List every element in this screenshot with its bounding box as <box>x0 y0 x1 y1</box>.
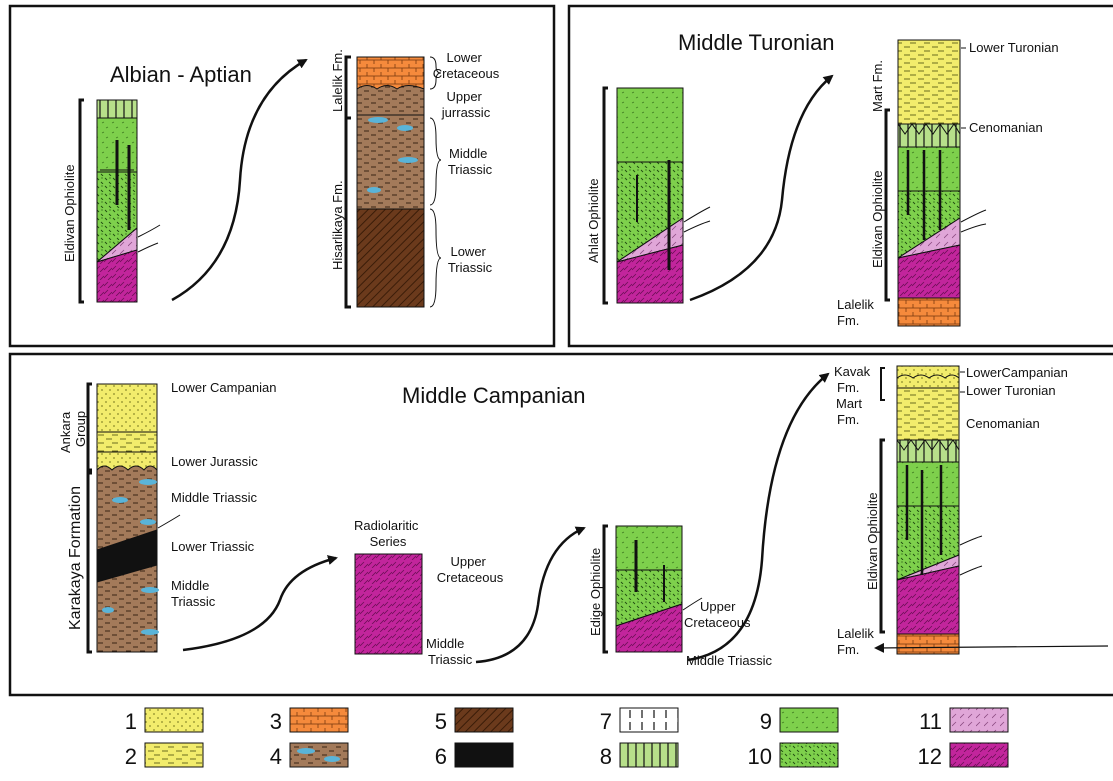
campanian-arrow-2 <box>476 528 584 662</box>
campanian-col3-side: Edige Ophiolite <box>588 548 603 636</box>
campanian-col1-age-1: Lower Campanian <box>171 380 277 395</box>
turonian-col1-side: Ahlat Ophiolite <box>586 178 601 263</box>
legend-number-11: 11 <box>919 709 942 734</box>
campanian-col4-age-1: LowerCampanian <box>966 365 1068 380</box>
campanian-col4-side-mid: Eldivan Ophiolite <box>865 492 880 590</box>
campanian-col1-age-5: Middle Triassic <box>171 578 216 609</box>
campanian-col4-age-2: Lower Turonian <box>966 383 1056 398</box>
turonian-col2-side-top: Mart Fm. <box>870 60 885 112</box>
legend-swatch-10 <box>780 743 838 767</box>
campanian-col1-side-top: Ankara Group <box>58 408 88 453</box>
legend-swatch-4 <box>290 743 348 767</box>
legend-number-8: 8 <box>600 744 612 769</box>
legend-number-1: 1 <box>125 709 137 734</box>
albian-col1-side: Eldivan Ophiolite <box>62 164 77 262</box>
legend-number-2: 2 <box>125 744 137 769</box>
turonian-col2-side-bottom: Lalelik Fm. <box>837 297 877 328</box>
albian-arrow <box>172 60 306 300</box>
campanian-column-2 <box>355 554 422 654</box>
campanian-col4-side-top: Kavak Fm. Mart Fm. <box>834 364 874 427</box>
albian-column-1: Eldivan Ophiolite <box>62 100 160 302</box>
albian-title: Albian - Aptian <box>110 62 252 87</box>
legend-number-7: 7 <box>600 709 612 734</box>
legend-number-12: 12 <box>918 744 942 769</box>
turonian-title: Middle Turonian <box>678 30 835 55</box>
albian-column-2: Lalelik Fm. Hisarlikaya Fm. <box>330 49 441 307</box>
campanian-title: Middle Campanian <box>402 383 585 408</box>
campanian-col4-age-3: Cenomanian <box>966 416 1040 431</box>
campanian-col1-age-2: Lower Jurassic <box>171 454 258 469</box>
legend-number-3: 3 <box>270 709 282 734</box>
legend-swatch-6 <box>455 743 513 767</box>
turonian-age-1: Lower Turonian <box>969 40 1059 55</box>
albian-age-1: Lower Cretaceous <box>433 50 500 81</box>
albian-col2-side-top: Lalelik Fm. <box>330 49 345 112</box>
campanian-column-1: Ankara Group Karakaya Formation <box>58 384 180 652</box>
legend-swatch-blob <box>297 748 315 754</box>
albian-age-3: Middle Triassic <box>448 146 493 177</box>
campanian-column-3: Edige Ophiolite <box>588 526 702 652</box>
legend-swatch-8 <box>620 743 678 767</box>
turonian-column-1: Ahlat Ophiolite <box>586 88 710 303</box>
campanian-col1-age-4: Lower Triassic <box>171 539 255 554</box>
legend-number-9: 9 <box>760 709 772 734</box>
legend-number-5: 5 <box>435 709 447 734</box>
turonian-col2-side-mid: Eldivan Ophiolite <box>870 170 885 268</box>
campanian-col3-age-2: Middle Triassic <box>686 653 772 668</box>
campanian-col4-side-bottom: Lalelik Fm. <box>837 626 877 657</box>
turonian-age-2: Cenomanian <box>969 120 1043 135</box>
legend-number-4: 4 <box>270 744 282 769</box>
legend-number-6: 6 <box>435 744 447 769</box>
legend-swatch-3 <box>290 708 348 732</box>
campanian-column-4: Eldivan Ophiolite <box>865 366 982 654</box>
legend-swatch-12 <box>950 743 1008 767</box>
legend-swatch-9 <box>780 708 838 732</box>
turonian-column-2: Mart Fm. Eldivan Ophiolite <box>870 40 986 326</box>
albian-age-4: Lower Triassic <box>448 244 493 275</box>
campanian-col2-age-2: Middle Triassic <box>426 636 473 667</box>
legend-swatch-1 <box>145 708 203 732</box>
legend-swatch-11 <box>950 708 1008 732</box>
campanian-col1-age-3: Middle Triassic <box>171 490 257 505</box>
campanian-col2-top: Radiolaritic Series <box>354 518 422 549</box>
turonian-arrow <box>690 76 832 300</box>
campanian-col1-side-bottom: Karakaya Formation <box>67 486 84 630</box>
legend-swatch-5 <box>455 708 513 732</box>
albian-age-2: Upper jurrassic <box>441 89 491 120</box>
legend-swatch-2 <box>145 743 203 767</box>
campanian-col3-age-1: Upper Cretaceous <box>684 599 751 630</box>
legend-swatch-7 <box>620 708 678 732</box>
campanian-col2-age-1: Upper Cretaceous <box>437 554 504 585</box>
legend-swatch-blob <box>324 756 340 762</box>
albian-col2-side-bottom: Hisarlikaya Fm. <box>330 180 345 270</box>
legend-number-10: 10 <box>748 744 772 769</box>
